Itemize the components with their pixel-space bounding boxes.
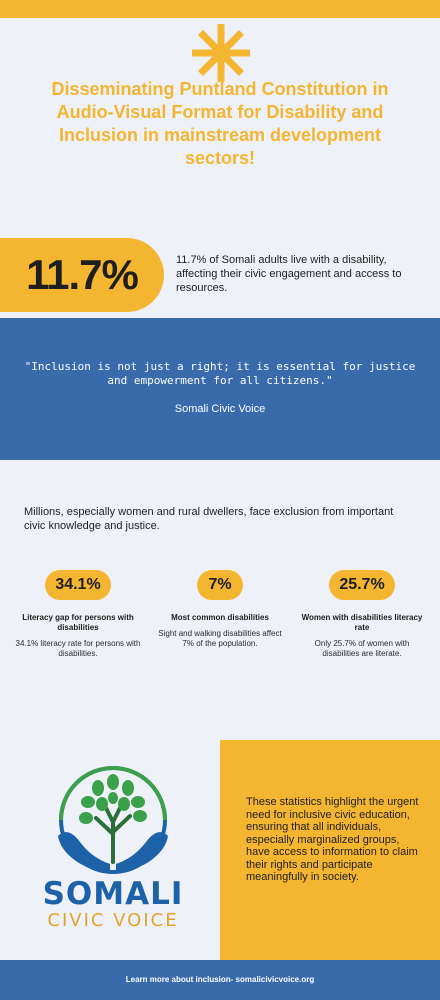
stat-heading: Women with disabilities literacy rate	[301, 613, 423, 632]
logo-name: SOMALI	[42, 876, 184, 912]
intro-text: Millions, especially women and rural dwe…	[24, 506, 394, 532]
highlight-stat-badge: 11.7%	[0, 238, 164, 312]
stat-description: Sight and walking disabilities affect 7%…	[158, 629, 282, 648]
stat-value-badge: 25.7%	[329, 570, 395, 600]
summary-panel: These statistics highlight the urgent ne…	[220, 740, 440, 960]
stat-card: 7% Most common disabilities Sight and wa…	[157, 570, 283, 649]
asterisk-icon	[192, 24, 250, 82]
stat-card: 34.1% Literacy gap for persons with disa…	[15, 570, 141, 659]
stat-card: 25.7% Women with disabilities literacy r…	[299, 570, 425, 659]
stat-description: 34.1% literacy rate for persons with dis…	[15, 639, 141, 658]
highlight-stat-text: 11.7% of Somali adults live with a disab…	[176, 254, 402, 294]
quote-source: Somali Civic Voice	[174, 403, 266, 415]
stat-heading: Most common disabilities	[171, 613, 269, 622]
stat-value-badge: 7%	[197, 570, 243, 600]
footer-link[interactable]: Learn more about inclusion- somalicivicv…	[0, 960, 440, 1000]
tree-in-hands-icon	[58, 766, 168, 874]
quote-text: "Inclusion is not just a right; it is es…	[24, 360, 416, 387]
stat-description: Only 25.7% of women with disabilities ar…	[314, 639, 410, 658]
summary-text: These statistics highlight the urgent ne…	[246, 796, 419, 883]
quote-section: "Inclusion is not just a right; it is es…	[0, 318, 440, 460]
stat-heading: Literacy gap for persons with disabiliti…	[22, 613, 134, 632]
top-accent-bar	[0, 0, 440, 18]
page-title: Disseminating Puntland Constitution in A…	[51, 79, 389, 168]
logo-subtitle: CIVIC VOICE	[47, 910, 179, 931]
stat-value-badge: 34.1%	[45, 570, 111, 600]
